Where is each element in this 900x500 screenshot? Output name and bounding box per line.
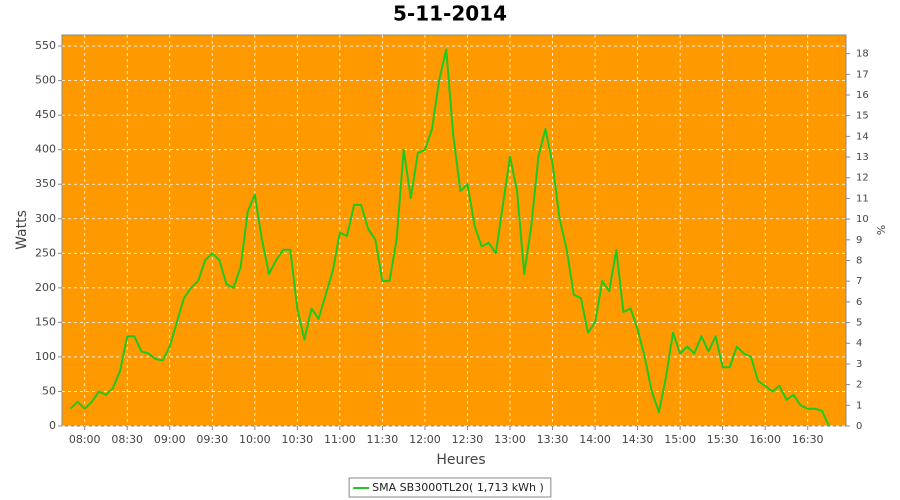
y2-tick-label: 6: [856, 297, 862, 308]
y2-tick-label: 8: [856, 255, 862, 266]
legend-box: [348, 477, 552, 498]
y-tick-label: 150: [35, 315, 56, 328]
y2-tick-label: 15: [856, 111, 869, 122]
x-tick-label: 14:30: [622, 433, 654, 446]
x-tick-label: 12:00: [409, 433, 441, 446]
x-tick-label: 10:00: [239, 433, 271, 446]
y-tick-label: 400: [35, 143, 56, 156]
y-tick-label: 550: [35, 39, 56, 52]
x-tick-label: 09:00: [154, 433, 186, 446]
y2-tick-label: 16: [856, 90, 869, 101]
y-axis-label: Watts: [14, 210, 30, 250]
y2-tick-label: 11: [856, 193, 869, 204]
y2-tick-label: 13: [856, 152, 869, 163]
y2-tick-label: 3: [856, 359, 862, 370]
x-tick-label: 12:30: [452, 433, 484, 446]
x-tick-label: 13:30: [537, 433, 569, 446]
y2-tick-label: 7: [856, 276, 862, 287]
x-tick-label: 16:30: [792, 433, 824, 446]
y2-tick-label: 12: [856, 173, 869, 184]
x-tick-label: 08:00: [69, 433, 101, 446]
x-tick-label: 15:00: [664, 433, 696, 446]
y2-tick-label: 5: [856, 318, 862, 329]
y2-tick-label: 1: [856, 400, 862, 411]
y2-tick-label: 0: [856, 421, 862, 432]
legend-label: SMA SB3000TL20( 1,713 kWh ): [372, 481, 544, 494]
legend: SMA SB3000TL20( 1,713 kWh ): [348, 477, 552, 498]
y-tick-label: 200: [35, 281, 56, 294]
y2-tick-label: 10: [856, 214, 869, 225]
y-tick-label: 250: [35, 246, 56, 259]
chart-title: 5-11-2014: [393, 2, 507, 26]
x-tick-label: 16:00: [749, 433, 781, 446]
y-tick-label: 50: [42, 384, 56, 397]
y2-tick-label: 2: [856, 380, 862, 391]
y-tick-label: 300: [35, 212, 56, 225]
data-line: [69, 48, 830, 427]
x-tick-label: 09:30: [196, 433, 228, 446]
x-tick-label: 08:30: [111, 433, 143, 446]
y2-axis-label: %: [875, 225, 888, 235]
x-tick-label: 15:30: [707, 433, 739, 446]
y2-tick-label: 9: [856, 235, 862, 246]
plot-background: [61, 34, 847, 427]
x-axis-label: Heures: [436, 452, 485, 468]
y2-tick-label: 4: [856, 338, 862, 349]
y2-tick-label: 17: [856, 69, 869, 80]
y-tick-label: 350: [35, 177, 56, 190]
y2-tick-label: 18: [856, 49, 869, 60]
y2-tick-label: 14: [856, 131, 869, 142]
x-tick-label: 11:00: [324, 433, 356, 446]
x-tick-label: 11:30: [367, 433, 399, 446]
y-tick-label: 450: [35, 108, 56, 121]
y-tick-label: 0: [49, 419, 56, 432]
y-tick-label: 100: [35, 350, 56, 363]
x-tick-label: 14:00: [579, 433, 611, 446]
x-tick-label: 10:30: [281, 433, 313, 446]
y-tick-label: 500: [35, 74, 56, 87]
x-tick-label: 13:00: [494, 433, 526, 446]
